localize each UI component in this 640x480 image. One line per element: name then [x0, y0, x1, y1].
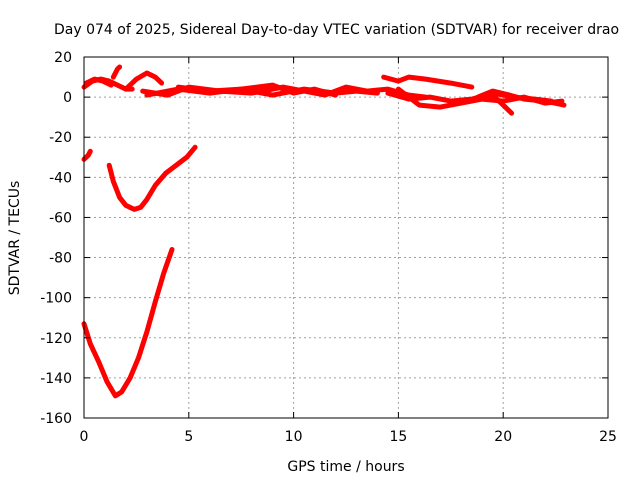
x-tick-label: 10 — [285, 429, 303, 445]
grid — [84, 57, 608, 418]
y-tick-label: -40 — [49, 170, 72, 186]
series-line-arc-o — [479, 94, 565, 106]
series-layer — [81, 64, 567, 399]
series-line-arc-f — [106, 144, 198, 212]
series-line-arc-k — [381, 74, 475, 90]
series-line-arc-b — [83, 76, 114, 88]
y-tick-label: 20 — [54, 50, 72, 66]
series-line-arc-d — [123, 70, 165, 92]
x-tick-label: 25 — [599, 429, 617, 445]
y-tick-label: -160 — [40, 411, 72, 427]
x-tick-label: 20 — [494, 429, 512, 445]
series-line-arc-g — [81, 247, 175, 399]
y-tick-label: -20 — [49, 130, 72, 146]
y-tick-label: 0 — [63, 90, 72, 106]
chart-title: Day 074 of 2025, Sidereal Day-to-day VTE… — [54, 22, 619, 38]
axis-ticks: 0 5 10 15 20 25 20 0 -20 -40 -60 -80 -100 -120 -140 -16… — [40, 50, 617, 445]
series-line-arc-e — [81, 148, 93, 162]
y-axis-title: SDTVAR / TECUs — [7, 181, 23, 296]
series-line-arc-c — [110, 64, 123, 80]
y-tick-label: -140 — [40, 371, 72, 387]
series-line-arc-j — [175, 82, 338, 98]
y-tick-label: -60 — [49, 210, 72, 226]
y-tick-label: -100 — [40, 291, 72, 307]
x-tick-label: 15 — [389, 429, 407, 445]
y-tick-label: -80 — [49, 251, 72, 267]
plot-frame — [83, 56, 609, 419]
x-tick-label: 5 — [184, 429, 193, 445]
x-tick-label: 0 — [80, 429, 89, 445]
x-axis-title: GPS time / hours — [287, 459, 404, 475]
y-tick-label: -120 — [40, 331, 72, 347]
